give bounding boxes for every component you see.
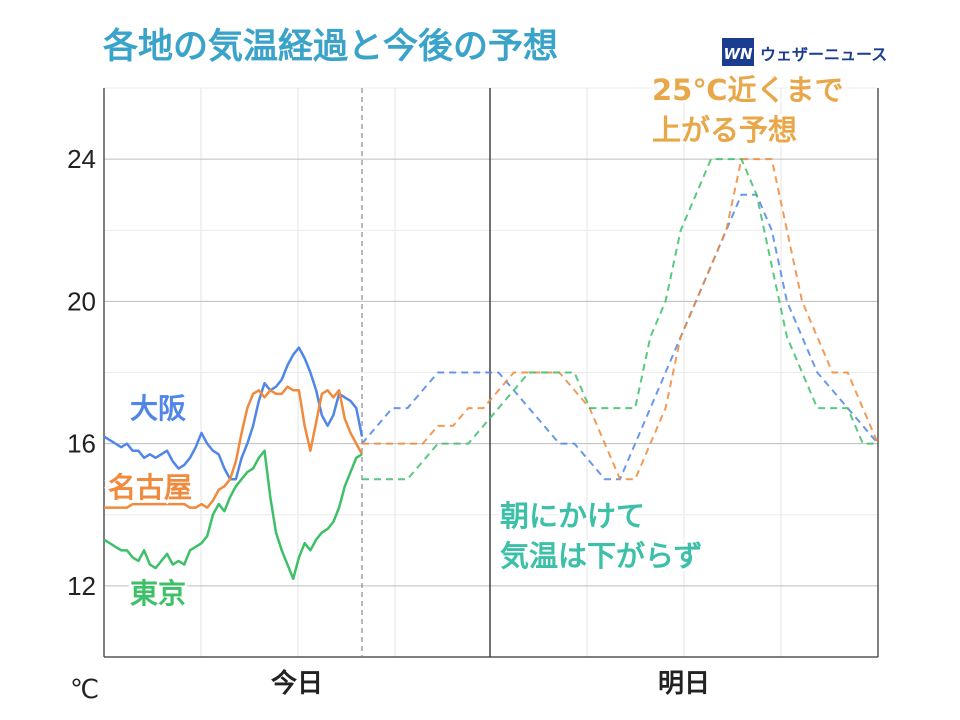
x-section-label: 明日 <box>658 669 710 699</box>
series-line-forecast <box>361 193 879 481</box>
y-tick-label: 24 <box>67 144 96 174</box>
chart-title: 各地の気温経過と今後の予想 <box>102 26 558 67</box>
brand-logo: WN ウェザーニュース <box>722 38 887 66</box>
annotation-line: 朝にかけて <box>500 499 645 533</box>
y-tick-labels: 12 16 20 24 <box>67 144 96 601</box>
series-label: 名古屋 <box>108 471 192 504</box>
series-line-forecast <box>362 158 878 481</box>
brand-logo-badge <box>722 38 754 66</box>
annotation-line: 気温は下がらず <box>500 539 702 573</box>
y-tick-label: 12 <box>67 571 96 601</box>
series-line-forecast <box>362 158 879 481</box>
annotation-line: 25℃近くまで <box>652 73 843 107</box>
series-label: 東京 <box>130 577 186 610</box>
brand-name: ウェザーニュース <box>760 45 887 64</box>
series-line-observed <box>103 449 363 581</box>
series-line-observed <box>104 385 364 509</box>
series-label: 大阪 <box>130 392 186 425</box>
series-lines <box>103 158 879 581</box>
y-unit-label: ℃ <box>70 674 99 704</box>
x-section-labels: 今日 明日 <box>271 668 710 699</box>
y-tick-label: 16 <box>67 429 96 459</box>
x-section-label: 今日 <box>271 668 323 699</box>
brand-logo-text: WN <box>723 45 753 63</box>
annotation-line: 上がる予想 <box>652 113 797 147</box>
y-tick-label: 20 <box>67 286 96 316</box>
